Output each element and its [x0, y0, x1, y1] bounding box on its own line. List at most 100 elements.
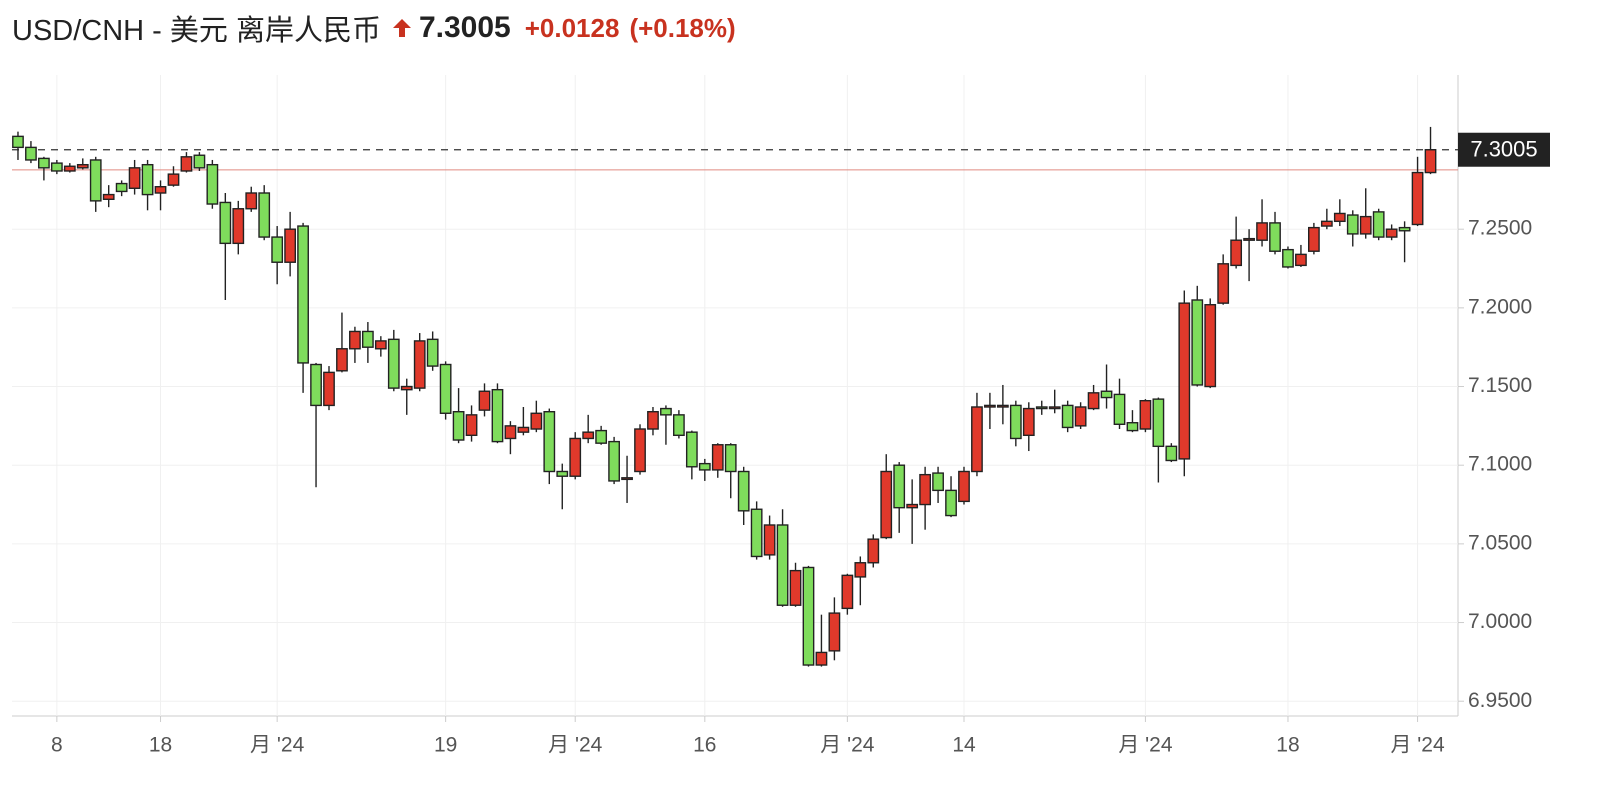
candle [76, 158, 89, 170]
candle-body [1398, 226, 1411, 232]
candle-body [361, 330, 374, 348]
candle [1243, 229, 1255, 282]
candle [1269, 211, 1281, 255]
candle [517, 406, 530, 436]
candle-body [1346, 214, 1359, 235]
candle [945, 476, 957, 518]
candle [906, 479, 919, 544]
candle-body [802, 566, 815, 666]
candle-body [206, 163, 219, 205]
y-tick-label: 6.9500 [1468, 689, 1532, 712]
candle-body [621, 477, 633, 481]
candle [465, 405, 478, 442]
candle [1152, 397, 1165, 483]
candle-body [491, 388, 504, 443]
candle [413, 333, 426, 392]
candle [996, 384, 1009, 425]
candle-body [439, 363, 452, 414]
candle-body [1372, 211, 1385, 238]
candle [1074, 402, 1087, 430]
candle-body [1269, 222, 1281, 252]
x-tick-label: 8 [51, 734, 63, 757]
candle-body [63, 165, 76, 172]
candle [1126, 410, 1139, 433]
candle [141, 159, 154, 211]
candle [1061, 400, 1074, 433]
candle [919, 466, 931, 530]
candle [154, 180, 167, 211]
candle [63, 163, 76, 173]
candle-body [1308, 226, 1320, 252]
candle-body [854, 562, 867, 578]
candle [1204, 298, 1217, 389]
candle-body [38, 157, 50, 169]
candle-body [867, 538, 880, 564]
candle [1100, 364, 1113, 409]
candle [336, 312, 348, 373]
candle [284, 211, 297, 277]
candle-body [1359, 215, 1372, 235]
price: 7.3005 [418, 11, 511, 44]
candle [1282, 246, 1294, 269]
candle [374, 336, 387, 357]
candle [1035, 400, 1048, 415]
candle-body [89, 159, 102, 202]
change: +0.0128 [524, 12, 620, 43]
candle-body [141, 163, 154, 196]
candle-body [1424, 149, 1437, 174]
candle-body [50, 162, 63, 172]
candle-body [750, 508, 763, 558]
candle-body [906, 503, 919, 509]
candle-body [763, 524, 776, 556]
candle-body [569, 437, 582, 477]
candle-body [400, 385, 413, 391]
candle-body [595, 429, 608, 444]
candle [310, 362, 322, 488]
candle-body [154, 186, 167, 194]
header: USD/CNH - 美元 离岸人民币 7.3005 +0.0128 (+0.18… [12, 8, 736, 48]
candle-body [1295, 253, 1307, 267]
candle [232, 200, 245, 255]
candle [452, 388, 465, 444]
candle [1113, 378, 1126, 430]
candle-body [711, 444, 724, 471]
candle [621, 455, 633, 503]
candle-body [1048, 406, 1061, 410]
candle-body [841, 574, 854, 610]
x-tick-label: 14 [952, 734, 976, 757]
candle [1359, 188, 1372, 239]
candle-body [543, 411, 556, 473]
candle [102, 185, 115, 208]
candle-body [115, 182, 128, 193]
candle-body [984, 404, 996, 408]
candle-body [556, 470, 569, 477]
candle-body [971, 406, 983, 473]
candle [245, 186, 258, 212]
candle [1191, 285, 1204, 387]
x-tick-label: 18 [149, 734, 172, 757]
x-tick-label: 19 [434, 734, 457, 757]
candle [1139, 399, 1152, 433]
candle-body [1191, 299, 1204, 386]
candle [1411, 156, 1424, 227]
candle-body [685, 431, 698, 468]
candle [258, 185, 271, 241]
candle-body [297, 225, 309, 364]
candle [595, 425, 608, 445]
candle [1009, 400, 1022, 447]
candle-body [582, 431, 595, 440]
candle-body [1152, 398, 1165, 448]
candle-body [102, 193, 115, 200]
candle [1333, 199, 1346, 227]
candle-body [310, 363, 322, 407]
candle [206, 159, 219, 209]
candle [673, 410, 685, 439]
candle [530, 400, 543, 433]
candle [815, 614, 828, 667]
candle-body [245, 192, 258, 210]
candle [1022, 402, 1035, 452]
candle [1048, 389, 1061, 414]
candle [724, 443, 737, 499]
candle-body [776, 524, 789, 606]
candle [400, 378, 413, 415]
